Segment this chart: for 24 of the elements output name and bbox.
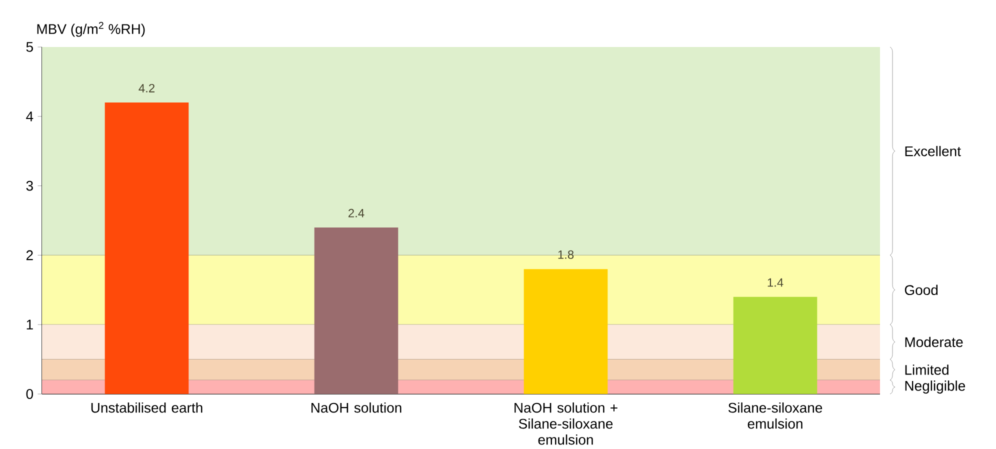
y-tick-label: 4 [26, 112, 34, 122]
band-label: Limited [905, 364, 948, 375]
x-tick-label: NaOH solution [312, 402, 402, 413]
y-tick-label: 2 [26, 250, 33, 260]
x-tick-label: Silane-siloxane emulsion [728, 402, 822, 429]
x-tick-label: Unstabilised earth [91, 402, 202, 413]
data-label: 2.4 [348, 208, 364, 218]
y-tick-label: 3 [26, 180, 33, 191]
bar [524, 269, 608, 394]
data-label: 4.2 [138, 84, 154, 92]
band-label: Moderate [905, 336, 963, 348]
band-label: Negligible [905, 380, 966, 394]
data-label: 1.8 [558, 250, 574, 259]
y-tick-label: 1 [26, 320, 33, 330]
y-axis-title: MBV (g/m$^{2}$ %RH) [37, 22, 145, 37]
band-label: Good [904, 284, 938, 296]
bar [733, 296, 818, 394]
bar [104, 102, 189, 394]
data-label: 1.4 [768, 278, 784, 287]
y-tick-label: 0 [26, 389, 33, 399]
x-tick-label: NaOH solution + Silane-siloxane emulsion [514, 402, 618, 445]
band-label: Excellent [905, 146, 961, 156]
bar [314, 227, 398, 394]
y-tick-label: 5 [26, 42, 33, 52]
